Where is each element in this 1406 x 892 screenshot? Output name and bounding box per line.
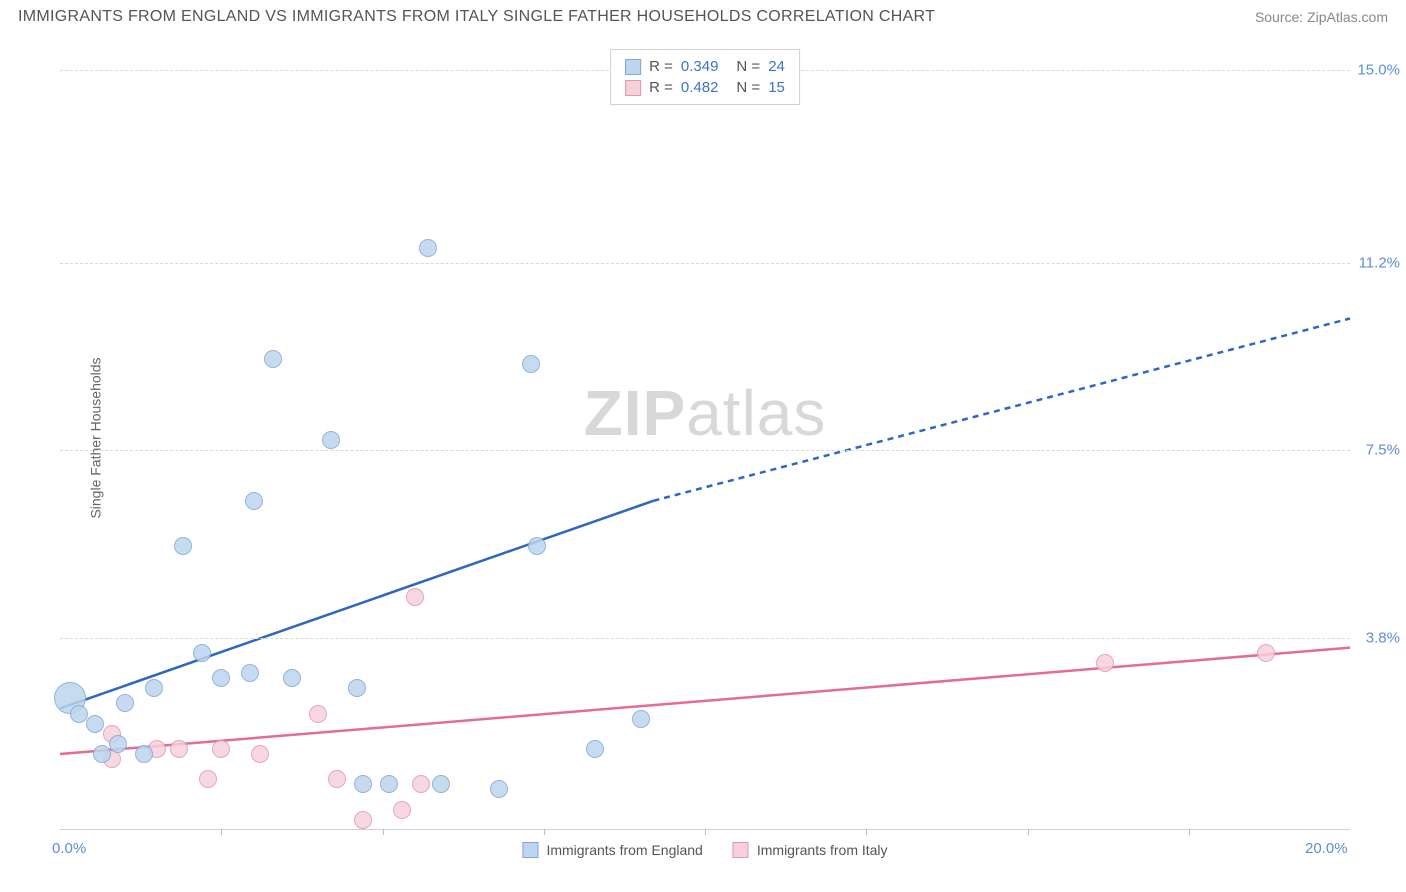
legend-correlation: R = 0.349 N = 24 R = 0.482 N = 15 <box>610 49 800 105</box>
legend-item-italy: Immigrants from Italy <box>733 842 888 858</box>
england-point <box>490 780 508 798</box>
trend-line <box>60 501 653 709</box>
legend-row-italy: R = 0.482 N = 15 <box>625 77 785 98</box>
england-point <box>348 679 366 697</box>
england-point <box>135 745 153 763</box>
england-point <box>632 710 650 728</box>
gridline <box>60 263 1350 264</box>
y-tick-label: 3.8% <box>1366 629 1400 646</box>
x-tick-mark <box>1028 829 1029 835</box>
england-point <box>586 740 604 758</box>
x-tick-label: 0.0% <box>52 840 86 857</box>
x-tick-mark <box>705 829 706 835</box>
x-tick-label: 20.0% <box>1305 840 1348 857</box>
italy-point <box>1096 654 1114 672</box>
england-point <box>212 669 230 687</box>
england-point <box>322 431 340 449</box>
italy-point <box>199 770 217 788</box>
x-tick-mark <box>221 829 222 835</box>
plot-area: ZIPatlas 3.8%7.5%11.2%15.0%0.0%20.0% <box>60 45 1350 830</box>
y-axis-label: Single Father Households <box>88 357 104 518</box>
england-point <box>174 537 192 555</box>
legend-series: Immigrants from England Immigrants from … <box>522 842 887 858</box>
england-point <box>145 679 163 697</box>
gridline <box>60 450 1350 451</box>
chart-header: IMMIGRANTS FROM ENGLAND VS IMMIGRANTS FR… <box>0 0 1406 32</box>
england-point <box>522 355 540 373</box>
trend-lines-svg <box>60 45 1350 829</box>
england-point <box>419 239 437 257</box>
italy-point <box>309 705 327 723</box>
england-point <box>109 735 127 753</box>
italy-point <box>251 745 269 763</box>
legend-swatch-italy <box>625 80 641 96</box>
england-point <box>93 745 111 763</box>
chart-container: ZIPatlas 3.8%7.5%11.2%15.0%0.0%20.0% Sin… <box>60 45 1350 830</box>
x-tick-mark <box>383 829 384 835</box>
italy-point <box>328 770 346 788</box>
england-point <box>193 644 211 662</box>
england-point <box>354 775 372 793</box>
legend-swatch-england <box>625 59 641 75</box>
england-point <box>380 775 398 793</box>
italy-point <box>393 801 411 819</box>
y-tick-label: 15.0% <box>1357 62 1400 79</box>
italy-point <box>406 588 424 606</box>
england-point <box>116 694 134 712</box>
england-point <box>432 775 450 793</box>
england-point <box>528 537 546 555</box>
gridline <box>60 638 1350 639</box>
trend-line <box>653 318 1350 500</box>
england-point <box>241 664 259 682</box>
italy-point <box>412 775 430 793</box>
italy-point <box>354 811 372 829</box>
italy-point <box>1257 644 1275 662</box>
chart-title: IMMIGRANTS FROM ENGLAND VS IMMIGRANTS FR… <box>18 8 935 26</box>
england-point <box>86 715 104 733</box>
x-tick-mark <box>866 829 867 835</box>
italy-point <box>170 740 188 758</box>
x-tick-mark <box>544 829 545 835</box>
legend-row-england: R = 0.349 N = 24 <box>625 56 785 77</box>
legend-item-england: Immigrants from England <box>522 842 702 858</box>
y-tick-label: 11.2% <box>1359 254 1400 271</box>
italy-point <box>212 740 230 758</box>
england-point <box>70 705 88 723</box>
england-point <box>245 492 263 510</box>
legend-swatch-england-icon <box>522 842 538 858</box>
chart-source: Source: ZipAtlas.com <box>1255 9 1388 25</box>
y-tick-label: 7.5% <box>1366 442 1400 459</box>
legend-swatch-italy-icon <box>733 842 749 858</box>
england-point <box>264 350 282 368</box>
x-tick-mark <box>1189 829 1190 835</box>
england-point <box>283 669 301 687</box>
